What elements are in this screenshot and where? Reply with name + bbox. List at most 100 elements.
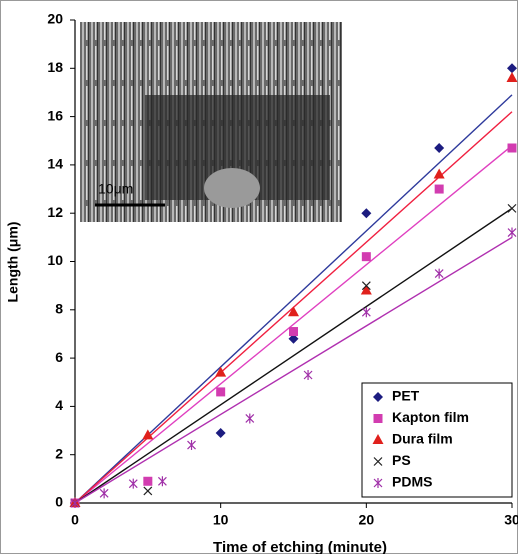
- legend-label: PDMS: [392, 474, 432, 490]
- legend: PET Kapton film Dura film PS PDMS: [361, 382, 513, 498]
- point: [245, 413, 255, 424]
- asterisk: [187, 440, 196, 451]
- point: [360, 284, 372, 295]
- point: [433, 168, 445, 179]
- point: [361, 281, 371, 291]
- point: [361, 208, 372, 219]
- point: [143, 476, 153, 486]
- y-tick-label: 6: [55, 349, 63, 365]
- legend-marker: [373, 478, 383, 488]
- square: [361, 252, 371, 262]
- trend-line: [74, 207, 513, 504]
- point: [434, 268, 444, 279]
- square: [373, 414, 383, 423]
- square: [507, 143, 517, 153]
- y-tick-label: 14: [47, 156, 63, 172]
- y-tick-label: 0: [55, 494, 63, 510]
- legend-label: Kapton film: [392, 409, 469, 425]
- triangle: [372, 434, 384, 444]
- point: [507, 203, 517, 213]
- point: [157, 476, 167, 487]
- triangle: [506, 71, 518, 82]
- asterisk: [361, 307, 371, 318]
- y-tick-label: 18: [47, 59, 63, 75]
- inset-image: 10μm: [80, 22, 342, 222]
- diamond: [288, 333, 299, 344]
- triangle: [142, 429, 154, 440]
- point: [288, 333, 299, 344]
- y-tick-label: 8: [55, 301, 63, 317]
- diamond: [434, 142, 445, 153]
- cross: [373, 457, 383, 466]
- asterisk: [70, 498, 80, 508]
- point: [215, 427, 226, 438]
- legend-marker: [373, 457, 383, 466]
- square: [143, 476, 153, 486]
- y-tick-label: 10: [47, 252, 63, 268]
- legend-label: PS: [392, 452, 411, 468]
- scale-label: 10μm: [98, 181, 133, 197]
- point: [215, 366, 227, 377]
- diamond: [215, 427, 226, 438]
- triangle: [433, 168, 445, 179]
- y-tick-label: 4: [55, 397, 63, 413]
- diamond: [507, 63, 517, 74]
- asterisk: [245, 413, 255, 424]
- y-axis-label: Length (μm): [5, 222, 21, 303]
- point: [216, 387, 226, 397]
- y-tick-label: 16: [47, 107, 63, 123]
- triangle: [215, 366, 227, 377]
- legend-marker: [373, 392, 383, 402]
- legend-label: Dura film: [392, 431, 453, 447]
- point: [507, 63, 517, 74]
- point: [361, 252, 371, 262]
- triangle: [360, 284, 372, 295]
- asterisk: [303, 370, 313, 381]
- legend-label: PET: [392, 388, 420, 404]
- diamond: [361, 208, 372, 219]
- cross: [361, 281, 371, 291]
- trend-line: [74, 145, 513, 504]
- point: [99, 488, 109, 499]
- y-tick-label: 2: [55, 445, 63, 461]
- asterisk: [507, 227, 517, 238]
- sem-cluster: [204, 168, 260, 208]
- point: [142, 429, 154, 440]
- point: [434, 142, 445, 153]
- asterisk: [99, 488, 109, 499]
- x-tick-label: 0: [71, 512, 79, 528]
- legend-box: [361, 382, 513, 498]
- point: [506, 71, 518, 82]
- trend-line: [74, 236, 513, 504]
- y-tick-label: 20: [47, 11, 63, 27]
- diamond: [373, 392, 383, 402]
- y-tick-label: 12: [47, 204, 63, 220]
- x-axis-label: Time of etching (minute): [213, 539, 387, 554]
- point: [361, 307, 371, 318]
- asterisk: [434, 268, 444, 279]
- cross: [507, 203, 517, 213]
- legend-marker: [372, 434, 384, 444]
- point: [70, 498, 80, 508]
- asterisk: [373, 478, 383, 488]
- square: [216, 387, 226, 397]
- square: [289, 327, 298, 337]
- square: [434, 184, 444, 194]
- point: [187, 440, 196, 451]
- point: [128, 478, 138, 489]
- x-tick-label: 10: [213, 512, 229, 528]
- x-tick-label: 30: [504, 512, 518, 528]
- point: [434, 184, 444, 194]
- point: [303, 370, 313, 381]
- point: [507, 227, 517, 238]
- legend-marker: [373, 414, 383, 423]
- point: [507, 143, 517, 153]
- asterisk: [128, 478, 138, 489]
- asterisk: [157, 476, 167, 487]
- cross: [143, 486, 153, 496]
- point: [289, 327, 298, 337]
- x-tick-label: 20: [359, 512, 375, 528]
- triangle: [288, 306, 299, 317]
